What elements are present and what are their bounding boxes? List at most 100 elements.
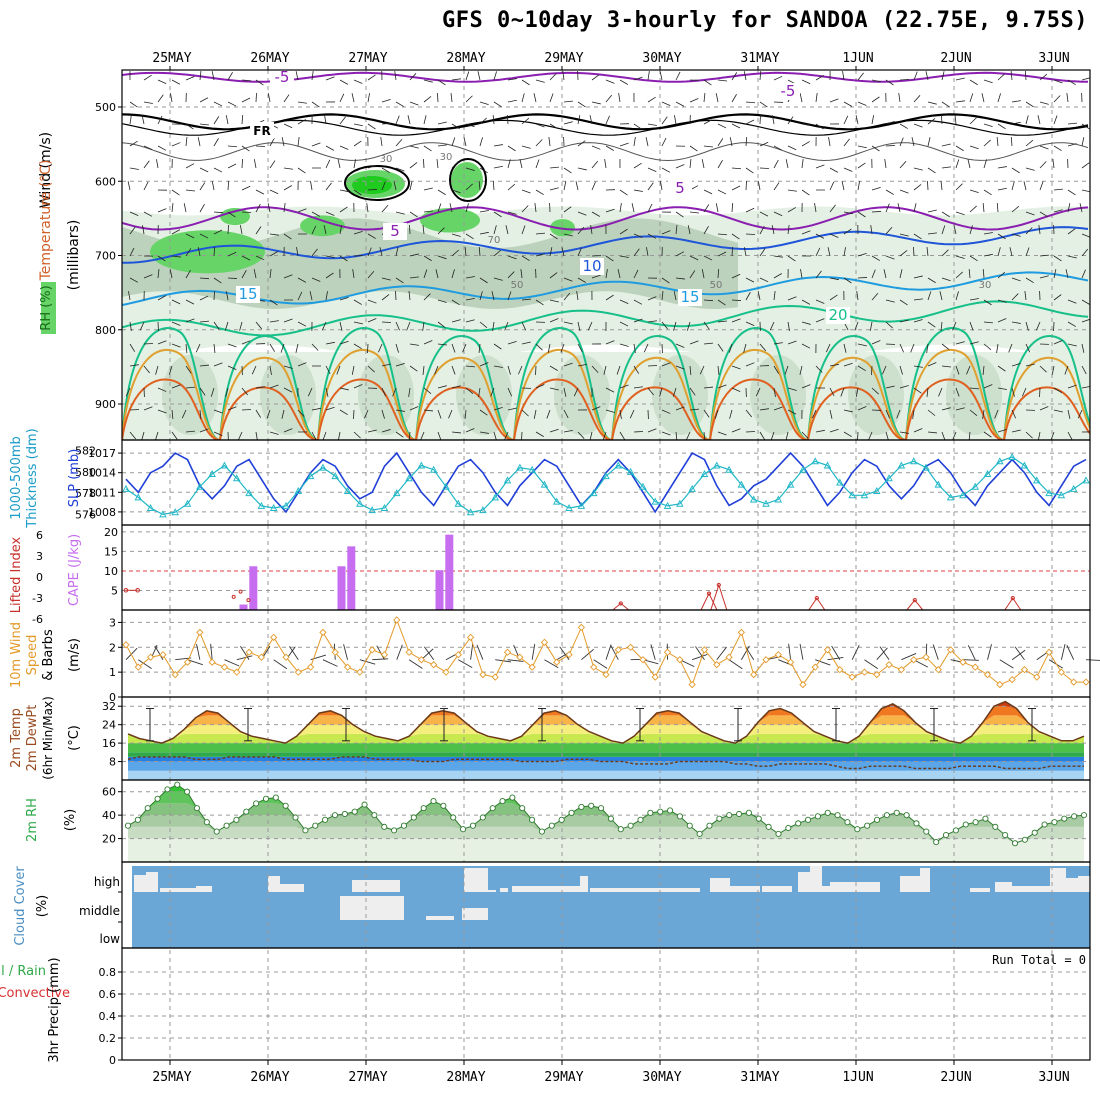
wind-barb xyxy=(940,181,943,191)
wind-barb xyxy=(339,225,342,235)
wind-barb xyxy=(129,364,139,367)
wind-barb xyxy=(199,320,209,323)
wind-barb xyxy=(339,116,346,125)
rh-marker xyxy=(361,801,368,808)
high-cloud-bar xyxy=(488,890,496,892)
y-tick-label: 0 xyxy=(109,691,116,704)
label-backing xyxy=(236,286,260,303)
low-level-isotherm xyxy=(807,386,907,440)
y-tick-label: 800 xyxy=(95,324,116,337)
li-tick-label: -6 xyxy=(32,613,43,626)
wind-barb xyxy=(827,247,831,257)
wind-barb xyxy=(745,101,756,104)
wind-barb xyxy=(437,343,447,346)
rh-marker xyxy=(568,809,575,816)
precip-total-label: Total / Rain xyxy=(0,964,46,979)
rh-marker xyxy=(469,822,476,829)
cloud-row-label: high xyxy=(94,875,120,889)
thickness-marker xyxy=(183,499,192,507)
wind-barb xyxy=(227,180,230,191)
wind-barb xyxy=(773,75,783,81)
wind-barb xyxy=(479,231,489,235)
li-tick-label: 6 xyxy=(36,529,43,542)
wind-barb xyxy=(717,138,724,147)
thickness-marker xyxy=(946,493,955,501)
wind-barb xyxy=(364,409,369,419)
wind-barb xyxy=(871,292,879,301)
wind-barb xyxy=(616,365,621,375)
wind-barb xyxy=(1025,101,1034,108)
wind-barb xyxy=(913,246,915,257)
wind-barb xyxy=(311,142,321,147)
wind-barb xyxy=(672,387,677,397)
y-tick-label: 0 xyxy=(109,1054,116,1067)
wind-barb xyxy=(885,321,893,329)
wind-barb xyxy=(269,269,272,279)
wind-barb xyxy=(283,185,292,191)
wind-barb xyxy=(983,299,992,306)
wind-barb xyxy=(283,203,286,213)
wind-barb xyxy=(283,428,293,433)
wind-barb xyxy=(827,657,844,661)
wind-barb xyxy=(479,362,489,367)
wind-barb xyxy=(885,227,893,235)
wind-barb xyxy=(181,409,187,419)
wind-speed-marker xyxy=(811,663,819,671)
wind-barb xyxy=(549,73,557,81)
high-cloud-bar xyxy=(590,888,700,892)
wind-barb xyxy=(717,384,727,389)
wind-barb xyxy=(255,79,264,86)
wind-barb xyxy=(968,269,971,279)
wind-barb xyxy=(154,645,164,660)
wind-barb xyxy=(251,365,257,375)
rh-marker xyxy=(381,823,388,830)
wind-barb xyxy=(367,343,369,354)
rh-marker xyxy=(736,810,743,818)
wind-barb xyxy=(465,203,469,213)
rh-marker xyxy=(282,802,289,809)
wind-barb xyxy=(478,343,481,353)
wind-barb xyxy=(563,387,567,397)
wind-speed-marker xyxy=(553,658,561,666)
wind-speed-marker xyxy=(922,653,930,661)
wind-barb xyxy=(745,136,748,147)
wind-barb xyxy=(213,138,219,147)
rh-marker xyxy=(233,816,240,823)
wind-barb xyxy=(143,343,154,345)
wind-barb xyxy=(393,181,397,191)
rh-marker xyxy=(272,794,279,801)
wind-barb xyxy=(199,182,206,191)
wind-barb xyxy=(675,101,685,107)
wind-barb xyxy=(577,321,581,331)
wind-barb xyxy=(353,409,355,420)
high-cloud-bar xyxy=(920,868,930,892)
wind-barb xyxy=(675,71,681,81)
wind-barb xyxy=(521,225,526,235)
wind-barb xyxy=(1025,363,1035,367)
wind-barb xyxy=(507,159,511,169)
wind-speed-marker xyxy=(663,648,672,656)
wind-barb xyxy=(913,319,923,323)
wind-barb xyxy=(577,167,587,171)
wind-barb xyxy=(1039,145,1049,150)
wind-barb xyxy=(591,145,601,150)
wind-barb xyxy=(857,277,868,279)
wind-barb xyxy=(799,365,803,375)
wind-barb xyxy=(283,94,290,103)
wind-barb xyxy=(211,71,215,81)
wind-barb xyxy=(842,71,845,81)
wind-barb xyxy=(143,274,153,279)
wind-barb xyxy=(1039,101,1049,105)
wind-barb xyxy=(533,409,537,419)
thickness-marker xyxy=(873,487,881,494)
wind-barb xyxy=(799,643,804,660)
wind-barb xyxy=(353,140,362,147)
rh-marker xyxy=(499,798,506,805)
wind-barb xyxy=(645,137,649,147)
wind-barb xyxy=(689,159,692,169)
wind-barb xyxy=(325,272,334,279)
rh-marker xyxy=(302,827,309,834)
thickness-marker xyxy=(577,501,586,509)
wind-barb xyxy=(955,100,965,103)
